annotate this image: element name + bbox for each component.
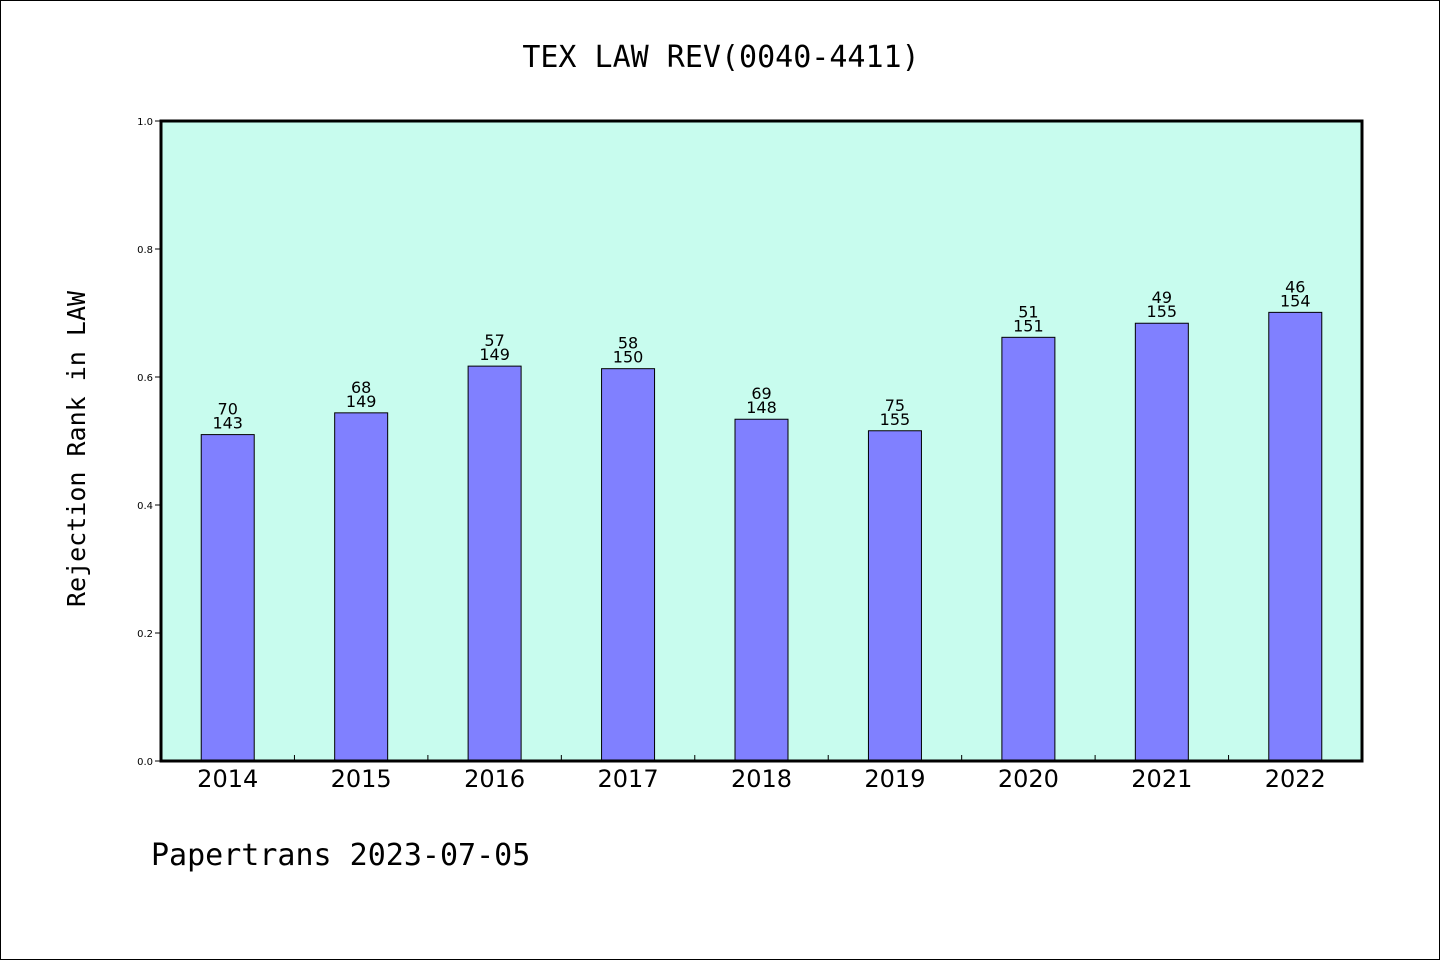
x-tick-label-2021: 2021 (1131, 765, 1192, 793)
bars-group (200, 311, 1323, 762)
bar-total-label-2021: 155 (1147, 302, 1178, 321)
plot-border (159, 119, 1364, 763)
y-axis-label: Rejection Rank in LAW (62, 290, 91, 607)
bar-2022 (1268, 311, 1323, 762)
x-tick-label-2018: 2018 (731, 765, 792, 793)
bar-rank-label-2022: 46 (1285, 277, 1305, 296)
x-tick-label-2016: 2016 (464, 765, 525, 793)
bar-rank-label-2015: 68 (351, 378, 371, 397)
y-tick-label: 1.0 (137, 117, 153, 128)
x-tick-label-2015: 2015 (331, 765, 392, 793)
y-tick-label: 0.2 (137, 629, 153, 640)
bar-rank-label-2014: 70 (218, 400, 238, 419)
bar-rank-label-2021: 49 (1152, 288, 1172, 307)
chart-title: TEX LAW REV(0040-4411) (522, 40, 919, 75)
bar-total-label-2019: 155 (880, 410, 911, 429)
x-axis: 2014 2015 2016 2017 2018 2019 2020 2021 2022 (197, 755, 1326, 793)
bar-total-label-2022: 154 (1280, 291, 1311, 310)
bar-total-label-2016: 149 (479, 345, 510, 364)
y-tick-label: 0.6 (137, 373, 153, 384)
x-tick-label-2022: 2022 (1265, 765, 1326, 793)
bar-total-label-2015: 149 (346, 392, 377, 411)
bar-2018 (734, 418, 789, 762)
x-tick-label-2014: 2014 (197, 765, 258, 793)
bar-total-label-2018: 148 (746, 398, 777, 417)
bar-rank-label-2017: 58 (618, 334, 638, 353)
bar-total-label-2014: 143 (212, 414, 243, 433)
bar-rank-label-2019: 75 (885, 396, 905, 415)
bar-total-label-2017: 150 (613, 348, 644, 367)
bar-2014 (200, 434, 255, 762)
x-tick-label-2019: 2019 (864, 765, 925, 793)
y-tick-label: 0.8 (137, 245, 153, 256)
y-axis: 0.0 0.2 0.4 0.6 0.8 1.0 (137, 117, 161, 768)
x-tick-label-2017: 2017 (598, 765, 659, 793)
y-tick-label: 0.4 (137, 501, 153, 512)
footer-credit: Papertrans 2023-07-05 (151, 838, 530, 873)
x-tick-label-2020: 2020 (998, 765, 1059, 793)
bar-total-label-2020: 151 (1013, 316, 1044, 335)
bar-rank-label-2016: 57 (484, 331, 504, 350)
y-tick-label: 0.0 (137, 757, 153, 768)
bar-2019 (867, 430, 922, 762)
bar-2015 (334, 412, 389, 762)
bar-2016 (467, 365, 522, 762)
bar-rank-label-2018: 69 (751, 384, 771, 403)
bar-2017 (601, 368, 656, 762)
bar-2020 (1001, 336, 1056, 762)
bar-rank-label-2020: 51 (1018, 302, 1038, 321)
bar-2021 (1134, 322, 1189, 762)
